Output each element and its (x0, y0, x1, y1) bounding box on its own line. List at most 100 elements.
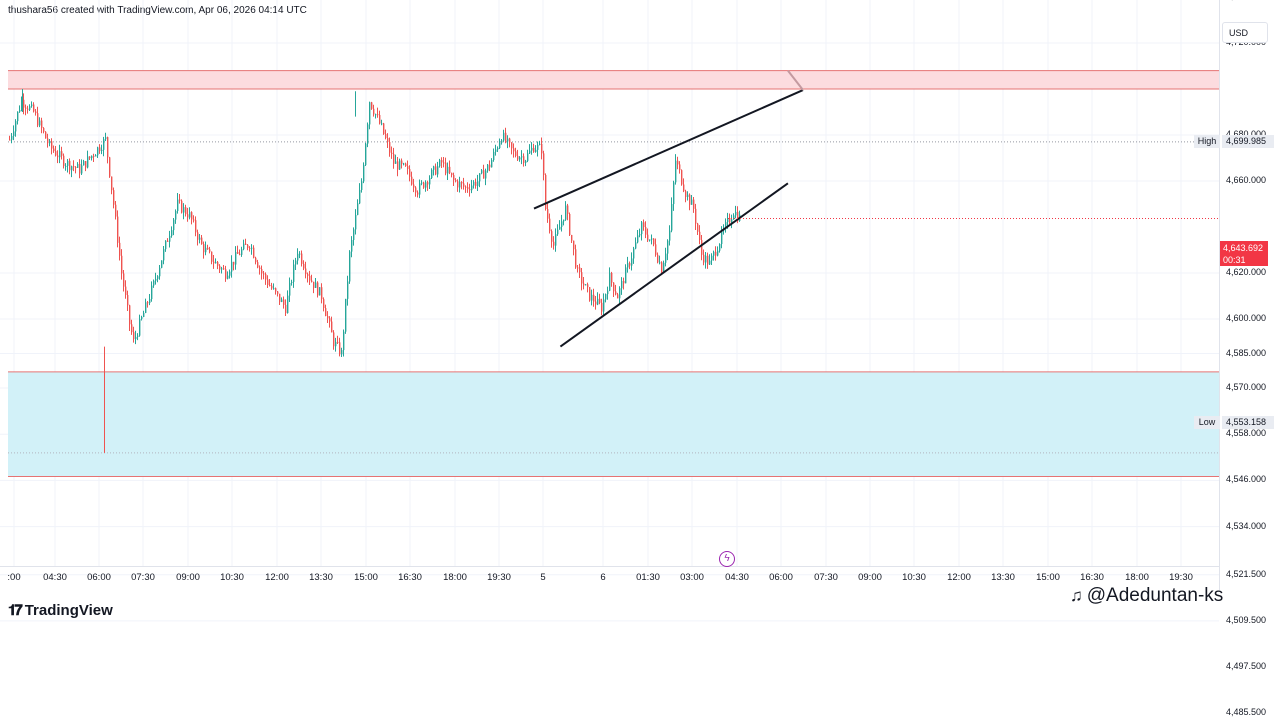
candle-body (515, 151, 517, 156)
candle-body (235, 251, 237, 265)
candle-body (629, 263, 631, 266)
candle-body (111, 176, 113, 191)
candle-body (133, 332, 135, 340)
candle-body (159, 267, 161, 277)
candle-body (85, 161, 87, 168)
candle-body (717, 250, 719, 256)
candle-body (533, 147, 535, 152)
time-tick-label: 5 (540, 572, 546, 583)
candle-body (701, 239, 703, 255)
candle-body (323, 299, 325, 309)
candle-body (453, 175, 455, 181)
candle-body (617, 294, 619, 299)
candle-body (135, 336, 137, 340)
lightning-event-icon[interactable]: ϟ (719, 551, 735, 567)
candle-body (219, 265, 221, 270)
candle-body (433, 166, 435, 170)
candle-body (199, 237, 201, 240)
price-tick-label: 4,620.000 (1225, 267, 1266, 277)
candle-body (61, 151, 63, 156)
candle-body (675, 160, 677, 183)
candle-body (417, 192, 419, 195)
candle-body (455, 180, 457, 182)
candle-body (121, 255, 123, 274)
candle-body (381, 123, 383, 125)
candle-body (511, 142, 513, 149)
candle-body (423, 182, 425, 188)
candle-body (719, 244, 721, 251)
candle-body (459, 182, 461, 188)
candle-body (519, 157, 521, 160)
candle-body (227, 275, 229, 279)
candle-body (309, 275, 311, 281)
candle-body (615, 291, 617, 295)
candle-body (661, 262, 663, 273)
candle-body (589, 287, 591, 301)
candle-body (283, 299, 285, 305)
time-tick-label: 04:30 (43, 572, 67, 583)
price-tick-label: 4,558.000 (1225, 428, 1266, 439)
candle-body (177, 199, 179, 211)
candle-body (389, 142, 391, 153)
candle-body (251, 247, 253, 249)
candle-body (659, 262, 661, 264)
candle-body (209, 249, 211, 252)
candle-body (437, 166, 439, 175)
candle-body (353, 229, 355, 240)
time-tick-label: 09:00 (858, 572, 882, 583)
candle-body (727, 217, 729, 223)
candle-body (705, 255, 707, 263)
candle-body (575, 249, 577, 268)
candle-body (23, 99, 25, 108)
candle-body (289, 282, 291, 296)
candle-body (587, 284, 589, 288)
candle-body (45, 131, 47, 139)
candle-body (269, 285, 271, 287)
candle-body (305, 268, 307, 275)
tradingview-logo[interactable]: 𝟏𝟕 TradingView (8, 602, 113, 619)
candle-body (391, 152, 393, 154)
candle-body (33, 104, 35, 112)
candle-body (699, 231, 701, 240)
candle-body (13, 131, 15, 137)
candle-body (339, 342, 341, 355)
candle-body (119, 242, 121, 256)
candle-body (311, 280, 313, 282)
candle-body (693, 199, 695, 209)
candle-body (47, 138, 49, 144)
candle-body (653, 238, 655, 245)
candle-body (197, 232, 199, 240)
candle-body (387, 138, 389, 143)
candle-body (491, 160, 493, 168)
candle-body (571, 234, 573, 241)
candle-body (39, 120, 41, 126)
time-tick-label: 18:00 (443, 572, 467, 583)
candle-body (41, 120, 43, 129)
candle-body (537, 144, 539, 150)
high-level-name: High (1194, 135, 1220, 148)
time-tick-label: 6 (600, 572, 606, 583)
time-tick-label: 16:30 (398, 572, 422, 583)
candle-body (163, 249, 165, 261)
candle-body (127, 294, 129, 306)
candle-body (683, 184, 685, 192)
candle-body (35, 111, 37, 114)
candle-body (599, 298, 601, 303)
candle-body (261, 269, 263, 274)
candle-body (411, 176, 413, 185)
candle-body (711, 255, 713, 261)
candle-body (595, 301, 597, 305)
candle-body (475, 181, 477, 186)
candle-body (419, 183, 421, 195)
currency-selector[interactable]: USD (1222, 22, 1268, 43)
candle-body (363, 164, 365, 182)
candle-body (91, 155, 93, 159)
candle-body (17, 111, 19, 122)
candle-body (395, 161, 397, 164)
price-tick-label: 4,546.000 (1225, 474, 1266, 485)
price-chart[interactable] (0, 0, 1280, 634)
low-level-name: Low (1194, 416, 1220, 429)
watermark: ♫ @Adeduntan-ks (1070, 585, 1223, 607)
candle-body (521, 156, 523, 158)
price-tick-label: 4,509.500 (1225, 614, 1266, 625)
